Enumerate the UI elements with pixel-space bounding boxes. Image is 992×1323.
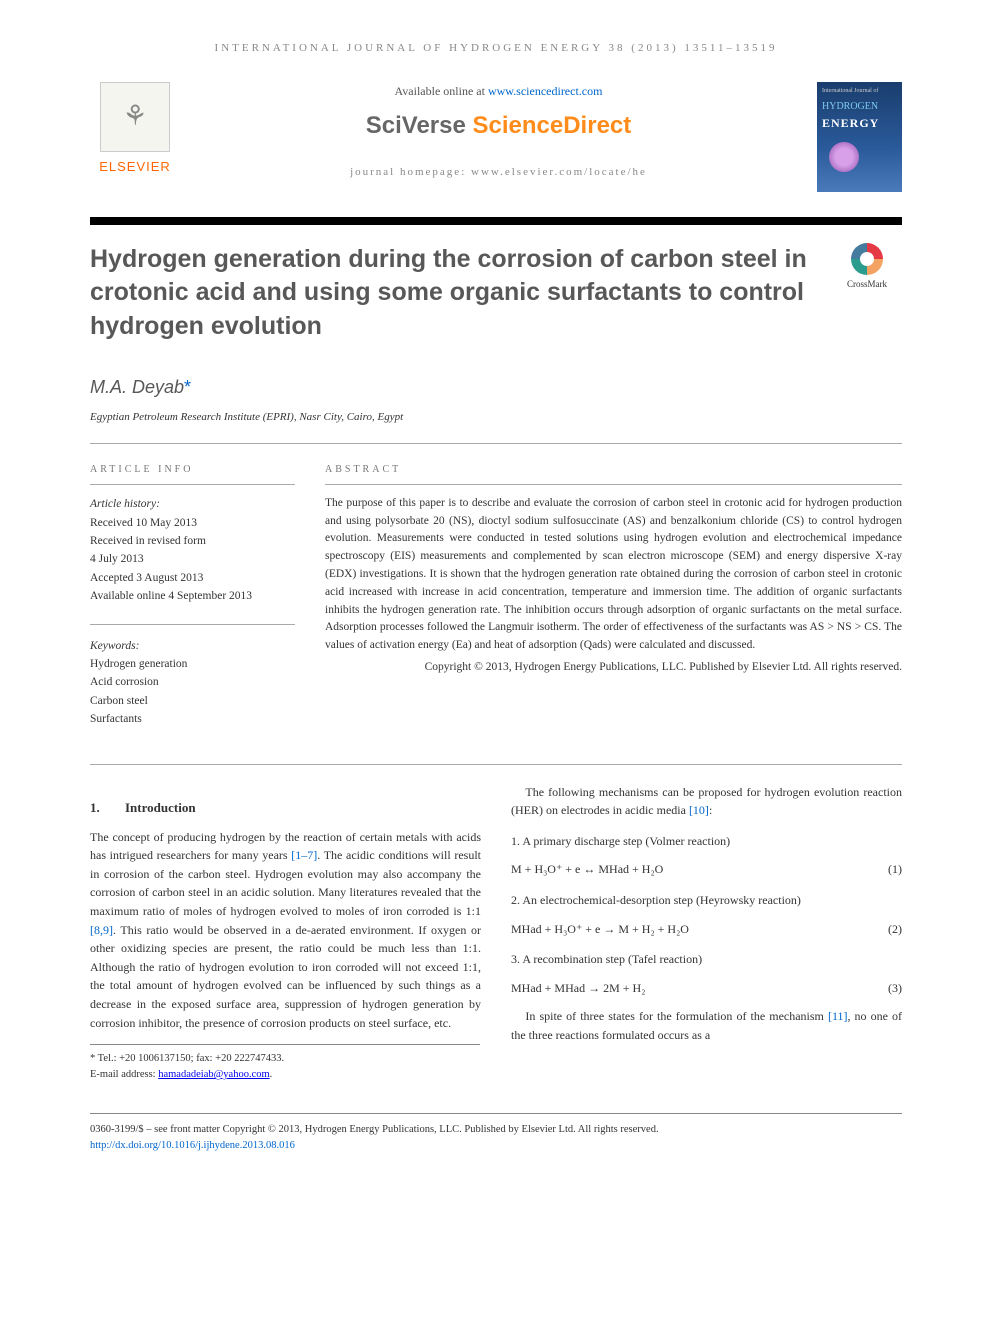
citation-link[interactable]: [1–7] xyxy=(291,848,317,862)
cover-graphic-icon xyxy=(829,142,859,172)
available-online-line: Available online at www.sciencedirect.co… xyxy=(200,82,797,100)
history-revised-date: 4 July 2013 xyxy=(90,550,295,568)
crossmark-icon xyxy=(851,243,883,275)
history-received: Received 10 May 2013 xyxy=(90,514,295,532)
cover-pretitle: International Journal of xyxy=(822,87,897,96)
author-affiliation: Egyptian Petroleum Research Institute (E… xyxy=(90,409,902,426)
equation-3-number: (3) xyxy=(888,979,902,998)
citation-link[interactable]: [11] xyxy=(828,1009,848,1023)
article-info-block: ARTICLE INFO Article history: Received 1… xyxy=(90,462,295,728)
history-revised-label: Received in revised form xyxy=(90,532,295,550)
keywords-block: Keywords: Hydrogen generation Acid corro… xyxy=(90,624,295,729)
footer-copyright-line: 0360-3199/$ – see front matter Copyright… xyxy=(90,1122,902,1138)
elsevier-logo[interactable]: ⚘ ELSEVIER xyxy=(90,82,180,177)
crossmark-label: CrossMark xyxy=(847,279,887,289)
right-column: The following mechanisms can be proposed… xyxy=(511,783,902,1045)
equation-1-body: M + H₃O⁺ + e ↔ MHad + H₂O xyxy=(511,860,663,879)
article-info-heading: ARTICLE INFO xyxy=(90,462,295,485)
left-column: 1.Introduction The concept of producing … xyxy=(90,783,481,1045)
section-heading-introduction: 1.Introduction xyxy=(90,798,481,818)
info-abstract-row: ARTICLE INFO Article history: Received 1… xyxy=(90,462,902,728)
email-suffix: . xyxy=(270,1069,273,1080)
citation-link[interactable]: [8,9] xyxy=(90,923,113,937)
footnote-tel: * Tel.: +20 1006137150; fax: +20 2227474… xyxy=(90,1051,480,1067)
equation-2-body: MHad + H₃O⁺ + e → M + H₂ + H₂O xyxy=(511,920,689,939)
step-2-label: 2. An electrochemical-desorption step (H… xyxy=(511,891,902,910)
equation-1: M + H₃O⁺ + e ↔ MHad + H₂O (1) xyxy=(511,860,902,879)
doi-link[interactable]: http://dx.doi.org/10.1016/j.ijhydene.201… xyxy=(90,1140,295,1151)
sciverse-text: SciVerse xyxy=(366,112,473,139)
elsevier-tree-icon: ⚘ xyxy=(100,82,170,152)
crossmark-badge[interactable]: CrossMark xyxy=(832,243,902,292)
author-text: M.A. Deyab xyxy=(90,377,184,397)
available-prefix: Available online at xyxy=(395,84,488,98)
keyword-item: Acid corrosion xyxy=(90,673,295,691)
abstract-heading: ABSTRACT xyxy=(325,462,902,485)
keyword-item: Carbon steel xyxy=(90,692,295,710)
intro-text-c: . This ratio would be observed in a de-a… xyxy=(90,923,481,1030)
equation-3-body: MHad + MHad → 2M + H₂ xyxy=(511,979,645,998)
mechanism-lead: The following mechanisms can be proposed… xyxy=(511,783,902,820)
cover-title-2: ENERGY xyxy=(822,114,897,132)
author-name: M.A. Deyab* xyxy=(90,374,902,401)
abstract-block: ABSTRACT The purpose of this paper is to… xyxy=(325,462,902,728)
sciencedirect-text: ScienceDirect xyxy=(473,112,632,139)
history-accepted: Accepted 3 August 2013 xyxy=(90,569,295,587)
abstract-text: The purpose of this paper is to describe… xyxy=(325,495,902,655)
article-title: Hydrogen generation during the corrosion… xyxy=(90,243,812,344)
title-row: Hydrogen generation during the corrosion… xyxy=(90,243,902,344)
divider xyxy=(90,764,902,765)
cover-title-1: HYDROGEN xyxy=(822,99,897,114)
lead-text-b: : xyxy=(709,803,712,817)
step-1-label: 1. A primary discharge step (Volmer reac… xyxy=(511,832,902,851)
closing-text-a: In spite of three states for the formula… xyxy=(525,1009,828,1023)
section-title: Introduction xyxy=(125,800,196,815)
page-footer: 0360-3199/$ – see front matter Copyright… xyxy=(90,1113,902,1154)
publisher-header: ⚘ ELSEVIER Available online at www.scien… xyxy=(90,82,902,192)
keywords-label: Keywords: xyxy=(90,637,295,655)
title-separator-bar xyxy=(90,217,902,225)
step-3-label: 3. A recombination step (Tafel reaction) xyxy=(511,950,902,969)
divider xyxy=(90,443,902,444)
footnote-email-line: E-mail address: hamadadeiab@yahoo.com. xyxy=(90,1067,480,1083)
sciverse-sciencedirect-logo[interactable]: SciVerse ScienceDirect xyxy=(200,108,797,144)
correspondence-footnote: * Tel.: +20 1006137150; fax: +20 2227474… xyxy=(90,1044,480,1083)
sciencedirect-link[interactable]: www.sciencedirect.com xyxy=(488,84,603,98)
journal-citation-header: INTERNATIONAL JOURNAL OF HYDROGEN ENERGY… xyxy=(90,40,902,57)
equation-2-number: (2) xyxy=(888,920,902,939)
email-label: E-mail address: xyxy=(90,1069,158,1080)
equation-1-number: (1) xyxy=(888,860,902,879)
equation-2: MHad + H₃O⁺ + e → M + H₂ + H₂O (2) xyxy=(511,920,902,939)
journal-homepage-line: journal homepage: www.elsevier.com/locat… xyxy=(200,164,797,181)
keyword-item: Surfactants xyxy=(90,710,295,728)
intro-paragraph: The concept of producing hydrogen by the… xyxy=(90,828,481,1033)
body-columns: 1.Introduction The concept of producing … xyxy=(90,783,902,1045)
elsevier-brand-text: ELSEVIER xyxy=(90,157,180,177)
closing-paragraph: In spite of three states for the formula… xyxy=(511,1007,902,1044)
keyword-item: Hydrogen generation xyxy=(90,655,295,673)
history-online: Available online 4 September 2013 xyxy=(90,587,295,605)
section-number: 1. xyxy=(90,798,125,818)
history-label: Article history: xyxy=(90,495,295,513)
author-email-link[interactable]: hamadadeiab@yahoo.com xyxy=(158,1069,269,1080)
center-header: Available online at www.sciencedirect.co… xyxy=(200,82,797,181)
equation-3: MHad + MHad → 2M + H₂ (3) xyxy=(511,979,902,998)
citation-link[interactable]: [10] xyxy=(689,803,709,817)
abstract-copyright: Copyright © 2013, Hydrogen Energy Public… xyxy=(325,659,902,677)
corresponding-marker[interactable]: * xyxy=(184,377,191,397)
journal-cover-thumbnail[interactable]: International Journal of HYDROGEN ENERGY xyxy=(817,82,902,192)
